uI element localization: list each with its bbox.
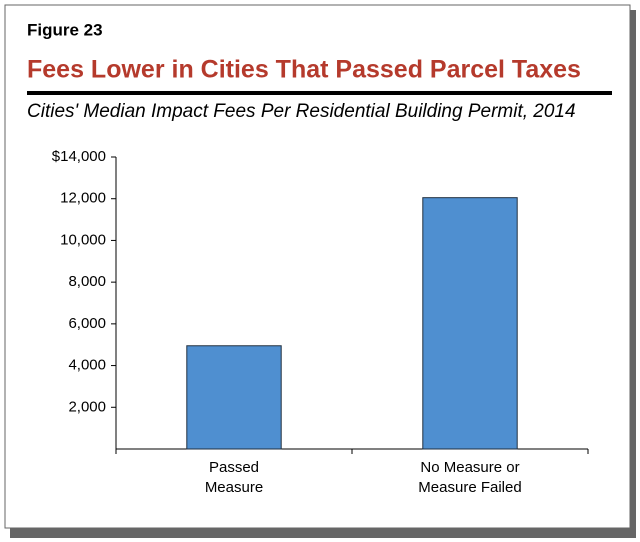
x-tick-label: No Measure or	[420, 459, 519, 476]
bar	[186, 345, 282, 450]
x-tick-label: Passed	[209, 459, 259, 476]
chart-subtitle: Cities' Median Impact Fees Per Residenti…	[27, 101, 576, 122]
figure-label: Figure 23	[27, 20, 103, 39]
y-tick-label: 6,000	[68, 315, 106, 332]
bar	[422, 197, 518, 450]
y-tick-label: 2,000	[68, 398, 106, 415]
y-tick-label: 12,000	[60, 190, 106, 207]
x-tick-label: Measure Failed	[418, 479, 521, 496]
y-tick-label: $14,000	[52, 148, 106, 165]
x-tick-label: Measure	[205, 479, 263, 496]
y-tick-label: 8,000	[68, 273, 106, 290]
y-tick-label: 4,000	[68, 357, 106, 374]
chart-title: Fees Lower in Cities That Passed Parcel …	[27, 56, 581, 84]
y-tick-label: 10,000	[60, 231, 106, 248]
